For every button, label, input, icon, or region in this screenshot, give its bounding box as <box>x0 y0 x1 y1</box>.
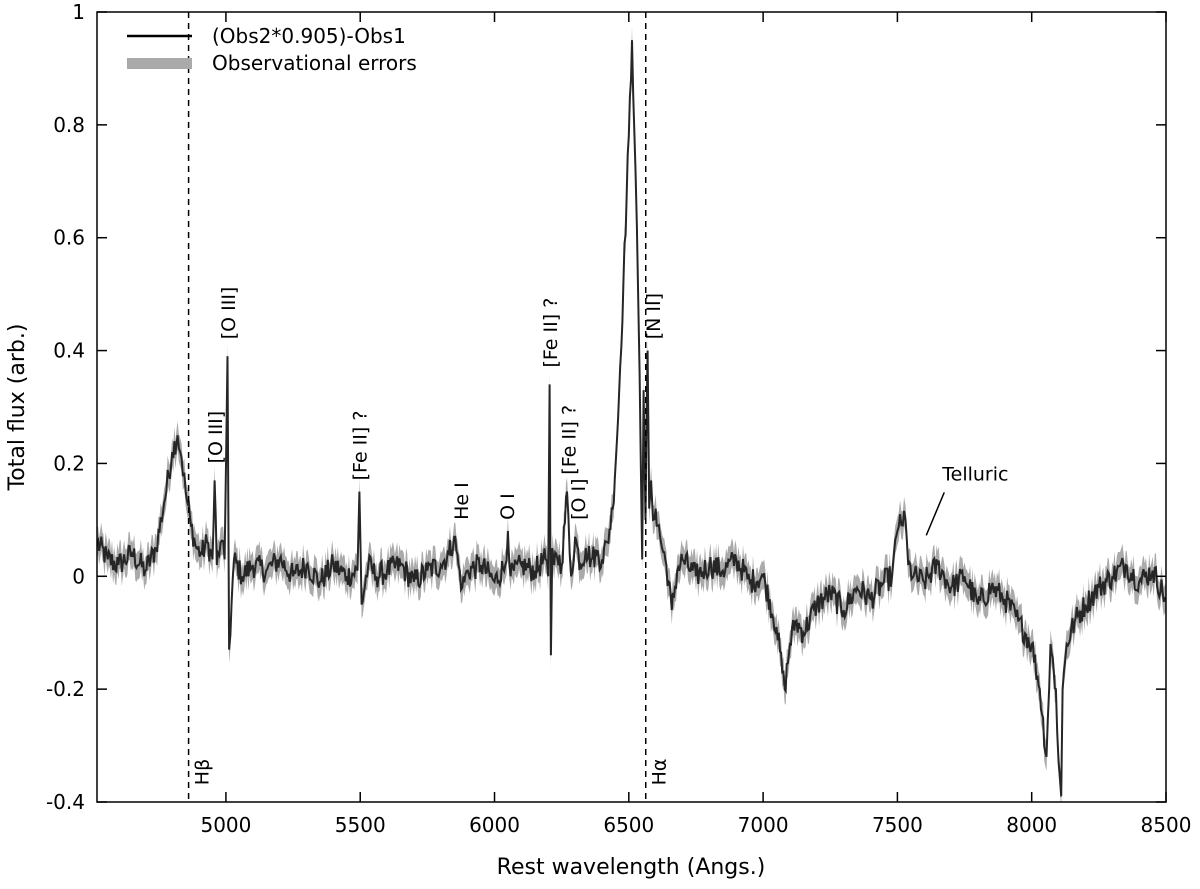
annotation-label-4: O I <box>497 493 519 520</box>
x-tick-label: 6500 <box>603 813 654 837</box>
legend-swatch-band <box>127 58 192 69</box>
plot-frame <box>96 11 1167 803</box>
x-tick-label: 8000 <box>1006 813 1057 837</box>
y-tick-label: 0.8 <box>53 113 85 137</box>
y-axis-title: Total flux (arb.) <box>5 324 30 492</box>
annotation-label-2: [Fe II] ? <box>349 411 371 481</box>
annotation-label-6: [Fe II] ? <box>558 405 580 475</box>
axis-ticks: 5000 5500 6000 6500 7000 7500 8000 8500 -0.4 -0.2… <box>46 0 1191 837</box>
x-tick-label: 7500 <box>872 813 923 837</box>
legend-label-series: (Obs2*0.905)-Obs1 <box>212 24 406 48</box>
error-band-layer <box>97 26 1166 802</box>
error-band <box>97 26 1166 802</box>
y-tick-label: 0.4 <box>53 339 85 363</box>
y-tick-label: -0.4 <box>46 790 85 814</box>
y-tick-label: 1 <box>72 0 85 24</box>
reference-line-label-0: Hβ <box>192 759 214 785</box>
annotation-label-0: [O III] <box>205 411 227 464</box>
series-layer <box>97 40 1166 797</box>
annotation-telluric: Telluric <box>941 463 1008 485</box>
spectrum-line <box>97 40 1166 797</box>
legend-label-errors: Observational errors <box>212 51 417 75</box>
annotation-label-1: [O III] <box>218 287 240 340</box>
annotation-label-5: [Fe II] ? <box>540 298 562 368</box>
x-tick-label: 5500 <box>335 813 386 837</box>
x-tick-label: 6000 <box>469 813 520 837</box>
annotation-label-3: He I <box>451 482 473 520</box>
reference-lines: Hβ Hα <box>187 12 671 802</box>
legend: (Obs2*0.905)-Obs1 Observational errors <box>127 24 417 75</box>
x-tick-label: 8500 <box>1141 813 1192 837</box>
y-tick-label: 0.2 <box>53 451 85 475</box>
annotations: [O III] [O III] [Fe II] ? He I O I [Fe II] ? [… <box>205 287 1008 536</box>
x-tick-label: 7000 <box>738 813 789 837</box>
x-tick-label: 5000 <box>200 813 251 837</box>
telluric-pointer <box>925 492 945 536</box>
y-tick-label: 0.6 <box>53 226 85 250</box>
y-tick-label: 0 <box>72 564 85 588</box>
reference-line-label-1: Hα <box>649 759 671 786</box>
y-tick-label: -0.2 <box>46 677 85 701</box>
annotation-label-7: [O I] <box>568 478 590 519</box>
annotation-label-8: [N II] <box>643 293 665 339</box>
x-axis-title: Rest wavelength (Angs.) <box>497 855 766 880</box>
